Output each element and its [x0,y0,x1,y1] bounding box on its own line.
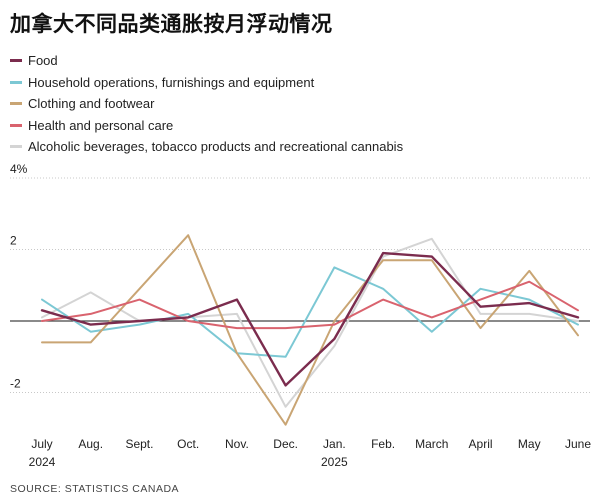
x-tick-label: Nov. [225,437,249,451]
legend-label-clothing: Clothing and footwear [28,96,155,112]
legend-label-alcohol: Alcoholic beverages, tobacco products an… [28,139,404,155]
x-tick-year-label: 2025 [321,455,348,469]
line-chart: 4% 2 -2 July 2024 Aug. Sept. Oct. Nov. Dec. Jan. 20… [10,162,591,469]
legend-swatch-health [10,123,22,127]
legend-swatch-food [10,59,22,63]
y-tick-label: -2 [10,377,21,391]
legend-item-health: Health and personal care [10,115,403,137]
legend-label-household: Household operations, furnishings and eq… [28,74,315,90]
legend-swatch-household [10,80,22,84]
legend-swatch-alcohol [10,145,22,149]
x-tick-label: May [518,437,541,451]
x-tick-label: Sept. [125,437,153,451]
x-tick-label: March [415,437,448,451]
legend-item-alcohol: Alcoholic beverages, tobacco products an… [10,136,403,158]
legend-item-food: Food [10,50,403,72]
series-line-clothing [41,234,579,426]
source-note: SOURCE: STATISTICS CANADA [10,483,180,495]
legend: Food Household operations, furnishings an… [10,50,403,158]
legend-item-household: Household operations, furnishings and eq… [10,72,403,94]
series-line-health [41,280,579,330]
x-tick-label: April [469,437,493,451]
legend-label-food: Food [28,53,58,69]
x-tick-label: Oct. [177,437,199,451]
legend-item-clothing: Clothing and footwear [10,93,403,115]
x-tick-year-label: 2024 [29,455,56,469]
legend-swatch-clothing [10,102,22,106]
series-line-alcohol [41,237,579,408]
x-tick-label: Aug. [78,437,103,451]
x-tick-label: Jan. [323,437,346,451]
series-line-food [40,251,580,387]
x-tick-label: June [565,437,591,451]
x-tick-label: Feb. [371,437,395,451]
chart-title: 加拿大不同品类通胀按月浮动情况 [10,12,333,36]
y-tick-label: 2 [10,234,17,248]
series-line-household [41,266,579,358]
x-tick-label: Dec. [273,437,298,451]
y-tick-label: 4% [10,162,28,176]
legend-label-health: Health and personal care [28,117,174,133]
x-tick-label: July [31,437,52,451]
